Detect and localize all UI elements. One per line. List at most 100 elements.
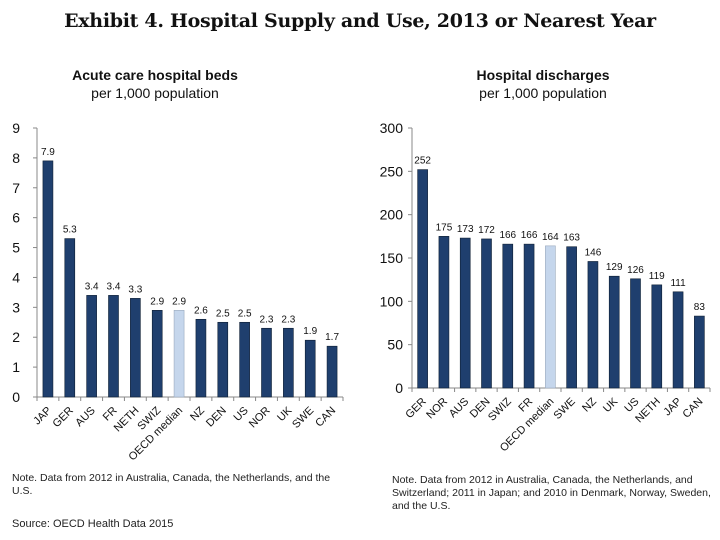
bar [502, 243, 514, 389]
bar [630, 278, 641, 389]
y-tick-label: 0 [395, 380, 403, 396]
data-label: 2.9 [172, 296, 186, 307]
x-tick-label: JAP [31, 405, 54, 428]
y-tick-label: 300 [380, 120, 404, 136]
x-tick-label: JAP [661, 396, 684, 419]
data-label: 166 [499, 230, 516, 241]
data-label: 7.9 [41, 147, 55, 158]
discharges-chart: 050100150200250300252GER175NOR173AUS172D… [380, 120, 711, 454]
data-label: 2.9 [150, 296, 164, 307]
y-tick-label: 3 [12, 299, 20, 315]
data-label: 129 [606, 262, 623, 273]
bar [108, 295, 119, 398]
source-text: Source: OECD Health Data 2015 [12, 518, 174, 530]
data-label: 175 [436, 222, 453, 233]
data-label: 111 [670, 278, 686, 289]
data-label: 173 [457, 224, 474, 235]
bar [523, 243, 535, 389]
y-tick-label: 2 [12, 329, 20, 345]
x-tick-label: NZ [580, 395, 599, 414]
bar [217, 321, 229, 398]
data-label: 2.3 [260, 314, 274, 325]
data-label: 163 [563, 233, 580, 244]
beds-chart-title: Acute care hospital beds per 1,000 popul… [30, 66, 280, 102]
bar [64, 238, 76, 398]
x-tick-label: GER [51, 405, 76, 430]
data-label: 83 [694, 302, 706, 313]
x-tick-label: NETH [633, 396, 663, 426]
bar [86, 295, 97, 398]
y-tick-label: 250 [380, 163, 404, 179]
data-label: 166 [521, 230, 538, 241]
data-label: 119 [649, 271, 665, 282]
bar [566, 246, 577, 389]
median-bar [173, 310, 185, 398]
data-label: 3.3 [128, 284, 142, 295]
x-tick-label: CAN [313, 405, 338, 430]
bar [651, 284, 663, 389]
bar [130, 298, 141, 398]
discharges-title-line1: Hospital discharges [476, 67, 610, 83]
bar [672, 291, 684, 389]
x-tick-label: SWE [552, 396, 578, 422]
y-tick-label: 8 [12, 150, 20, 166]
x-tick-label: NOR [247, 405, 273, 431]
discharges-chart-title: Hospital discharges per 1,000 population [418, 66, 668, 102]
beds-title-line2: per 1,000 population [91, 85, 219, 101]
data-label: 1.7 [325, 332, 339, 343]
data-label: 164 [542, 232, 559, 243]
x-tick-label: SWIZ [486, 395, 514, 423]
y-tick-label: 100 [380, 293, 404, 309]
bar [239, 321, 250, 398]
y-tick-label: 50 [387, 337, 403, 353]
y-tick-label: 1 [12, 359, 20, 375]
data-label: 252 [414, 156, 431, 167]
discharges-note: Note. Data from 2012 in Australia, Canad… [392, 474, 711, 512]
beds-title-line1: Acute care hospital beds [72, 67, 238, 83]
data-label: 172 [478, 225, 495, 236]
y-tick-label: 200 [380, 207, 404, 223]
bar [481, 238, 492, 389]
data-label: 2.6 [194, 305, 208, 316]
data-label: 2.5 [238, 308, 252, 319]
bar [195, 318, 207, 398]
data-label: 5.3 [63, 225, 77, 236]
bar [326, 345, 338, 398]
x-tick-label: AUS [447, 396, 471, 420]
y-tick-label: 4 [12, 269, 20, 285]
exhibit-title: Exhibit 4. Hospital Supply and Use, 2013… [64, 10, 656, 32]
y-tick-label: 5 [12, 240, 20, 256]
beds-note: Note. Data from 2012 in Australia, Canad… [12, 472, 331, 497]
discharges-title-line2: per 1,000 population [479, 85, 607, 101]
y-tick-label: 9 [12, 120, 20, 136]
data-label: 1.9 [303, 326, 317, 337]
bar [151, 310, 163, 398]
data-label: 3.4 [107, 281, 121, 292]
x-tick-label: SWE [290, 405, 316, 431]
x-tick-label: GER [403, 396, 428, 421]
bar [261, 327, 272, 398]
bar [459, 237, 471, 389]
bar [304, 339, 316, 398]
data-label: 2.3 [281, 314, 295, 325]
y-tick-label: 7 [12, 180, 20, 196]
x-tick-label: UK [601, 395, 621, 415]
data-label: 126 [627, 265, 644, 276]
x-tick-label: DEN [204, 405, 229, 430]
x-tick-label: NOR [424, 396, 450, 422]
x-tick-label: CAN [681, 396, 706, 421]
x-tick-label: NETH [112, 405, 142, 435]
bar [608, 275, 620, 389]
median-bar [545, 245, 556, 389]
bar [587, 261, 599, 389]
y-tick-label: 150 [380, 250, 404, 266]
bar [42, 160, 54, 398]
bar [283, 327, 294, 398]
bar [694, 315, 705, 389]
bar [417, 169, 428, 389]
data-label: 3.4 [85, 281, 99, 292]
data-label: 2.5 [216, 308, 230, 319]
bar [438, 236, 450, 389]
beds-chart: 01234567897.9JAP5.3GER3.4AUS3.4FR3.3NETH… [12, 120, 344, 463]
